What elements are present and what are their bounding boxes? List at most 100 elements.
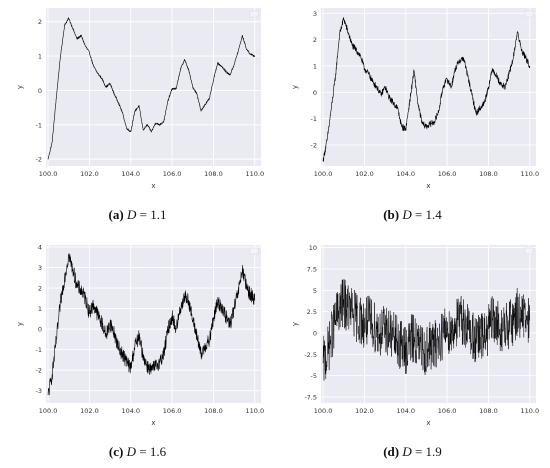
x-tick-label: 100.0 bbox=[314, 170, 333, 178]
data-point bbox=[331, 336, 332, 338]
data-point bbox=[72, 269, 74, 270]
data-point bbox=[217, 302, 218, 303]
plot-area bbox=[46, 8, 261, 166]
x-tick-label: 110.0 bbox=[520, 170, 539, 178]
caption-d-value: = 1.9 bbox=[414, 444, 442, 459]
x-tick-label: 104.0 bbox=[396, 170, 415, 178]
data-point bbox=[442, 332, 444, 334]
data-point bbox=[47, 158, 49, 160]
data-point bbox=[413, 70, 415, 72]
caption-b-letter: (b) bbox=[383, 207, 400, 222]
data-point bbox=[175, 88, 177, 90]
data-point bbox=[335, 76, 336, 77]
y-tick-label: 2 bbox=[38, 18, 42, 26]
x-tick-label: 108.0 bbox=[479, 407, 498, 415]
data-point bbox=[430, 345, 431, 347]
data-point bbox=[93, 66, 94, 67]
data-point bbox=[113, 332, 115, 334]
data-point bbox=[529, 319, 531, 321]
data-point bbox=[343, 18, 345, 19]
data-point bbox=[188, 300, 189, 301]
data-point bbox=[60, 302, 61, 303]
data-point bbox=[184, 295, 185, 297]
data-point bbox=[413, 336, 415, 338]
data-point bbox=[126, 361, 127, 363]
data-point bbox=[89, 312, 90, 314]
y-tick-label: -2 bbox=[36, 367, 42, 375]
x-axis-label: x bbox=[426, 419, 430, 427]
data-point bbox=[192, 86, 194, 88]
data-point bbox=[138, 337, 140, 338]
data-point bbox=[525, 319, 526, 321]
data-point bbox=[122, 112, 123, 114]
data-point bbox=[380, 94, 382, 96]
data-point bbox=[368, 319, 369, 321]
data-point bbox=[217, 62, 218, 64]
caption-b: (b) D = 1.4 bbox=[275, 207, 550, 223]
data-point bbox=[405, 349, 407, 351]
data-point bbox=[213, 79, 214, 81]
data-point bbox=[76, 38, 78, 40]
data-point bbox=[529, 65, 531, 67]
data-point bbox=[384, 328, 386, 329]
data-point bbox=[122, 353, 123, 355]
x-axis-label: x bbox=[151, 182, 155, 190]
y-tick-label: -2 bbox=[311, 141, 317, 149]
data-point bbox=[331, 107, 332, 109]
data-point bbox=[397, 341, 398, 342]
data-point bbox=[56, 339, 57, 340]
data-point bbox=[504, 86, 506, 88]
y-tick-label: 1 bbox=[313, 62, 317, 70]
data-point bbox=[508, 324, 510, 325]
y-tick-label: -2 bbox=[36, 156, 42, 164]
data-point bbox=[76, 285, 78, 287]
data-point bbox=[467, 328, 469, 329]
data-point bbox=[213, 318, 214, 320]
data-point bbox=[467, 76, 469, 77]
data-point bbox=[84, 298, 86, 299]
data-point bbox=[512, 319, 514, 321]
y-tick-label: 2.5 bbox=[307, 308, 317, 316]
chart-panel-b: 100.0 102.0 104.0 106.0 108.0 110.0 -2 -1 0 1 2 3 x y bbox=[291, 8, 539, 190]
x-tick-label: 100.0 bbox=[39, 170, 58, 178]
caption-b-value: = 1.4 bbox=[414, 207, 442, 222]
data-point bbox=[351, 44, 353, 46]
data-point bbox=[359, 55, 361, 56]
x-tick-label: 100.0 bbox=[39, 407, 58, 415]
data-point bbox=[250, 293, 251, 295]
data-point bbox=[209, 341, 210, 342]
data-point bbox=[326, 354, 328, 355]
data-point bbox=[51, 373, 53, 375]
data-point bbox=[151, 369, 152, 371]
data-point bbox=[171, 316, 173, 318]
x-tick-label: 102.0 bbox=[355, 170, 374, 178]
data-point bbox=[421, 123, 423, 125]
x-tick-label: 104.0 bbox=[121, 407, 140, 415]
data-point bbox=[512, 57, 514, 59]
data-point bbox=[517, 31, 518, 32]
data-point bbox=[397, 107, 398, 109]
data-point bbox=[417, 105, 419, 106]
caption-c-letter: (c) bbox=[108, 444, 124, 459]
data-point bbox=[471, 332, 473, 334]
data-point bbox=[488, 328, 489, 329]
data-point bbox=[405, 128, 407, 130]
data-point bbox=[401, 345, 402, 347]
y-tick-label: 3 bbox=[38, 264, 42, 272]
y-tick-label: 0 bbox=[38, 87, 42, 95]
data-point bbox=[250, 54, 251, 55]
data-point bbox=[488, 86, 489, 88]
x-tick-label: 104.0 bbox=[396, 407, 415, 415]
data-point bbox=[56, 97, 57, 98]
y-tick-label: 2 bbox=[38, 285, 42, 293]
data-point bbox=[171, 88, 173, 90]
legend-box bbox=[524, 10, 534, 18]
data-point bbox=[130, 131, 132, 132]
data-point bbox=[105, 86, 107, 88]
data-point bbox=[492, 319, 493, 321]
x-tick-label: 106.0 bbox=[438, 170, 457, 178]
data-point bbox=[130, 367, 132, 369]
plot-area bbox=[321, 8, 536, 166]
data-point bbox=[254, 300, 256, 301]
data-point bbox=[450, 332, 452, 334]
